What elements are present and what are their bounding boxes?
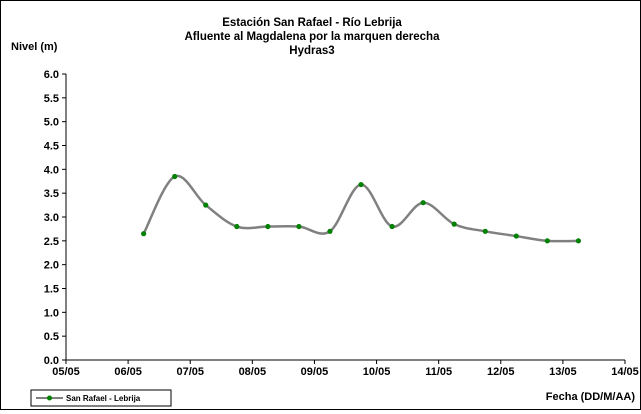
data-point: [544, 238, 550, 244]
x-tick-label: 14/05: [611, 366, 639, 378]
data-point: [327, 228, 333, 234]
x-tick-label: 12/05: [487, 366, 515, 378]
data-point: [203, 202, 209, 208]
data-point: [141, 231, 147, 237]
x-tick-label: 05/05: [52, 366, 80, 378]
chart-title-line-2: Afluente al Magdalena por la marquen der…: [185, 31, 441, 43]
x-axis-label: Fecha (DD/M/AA): [546, 391, 636, 403]
y-tick-label: 4.5: [44, 141, 59, 153]
series-layer: [141, 173, 582, 244]
x-tick-label: 06/05: [114, 366, 142, 378]
y-tick-label: 1.0: [44, 307, 59, 319]
data-point: [482, 228, 488, 234]
x-tick-label: 13/05: [549, 366, 577, 378]
y-tick-label: 3.0: [44, 212, 59, 224]
x-axis-ticks: 05/05 06/05 07/05 08/05 09/05 10/05 11/05 12/05…: [52, 360, 639, 378]
data-point: [172, 173, 178, 180]
legend-marker-swatch: [47, 395, 52, 401]
y-axis-ticks: 0.0 0.5 1.0 1.5 2.0 2.5 3.0 3.5 4.0 4.5 5.0 5.5 6.0: [44, 69, 66, 367]
chart-title-line-3: Hydras3: [289, 45, 334, 57]
chart-title: Estación San Rafael - Río Lebrija Afluen…: [185, 17, 441, 57]
y-tick-label: 2.0: [44, 260, 59, 272]
y-tick-label: 6.0: [44, 69, 59, 81]
x-tick-label: 07/05: [176, 366, 204, 378]
y-tick-label: 3.5: [44, 188, 59, 200]
y-tick-label: 1.5: [44, 284, 59, 296]
data-point: [575, 238, 582, 244]
legend-label: San Rafael - Lebrija: [66, 394, 141, 403]
data-point: [513, 233, 519, 239]
y-axis-label: Nivel (m): [11, 41, 58, 53]
x-tick-label: 09/05: [301, 366, 329, 378]
data-point: [296, 223, 302, 230]
y-tick-label: 0.5: [44, 331, 59, 343]
x-tick-label: 08/05: [239, 366, 267, 378]
y-tick-label: 5.0: [44, 117, 59, 129]
y-tick-label: 2.5: [44, 236, 59, 248]
data-point: [451, 221, 457, 227]
data-point: [358, 181, 364, 188]
y-tick-label: 5.5: [44, 93, 59, 105]
legend-box: [30, 389, 172, 407]
data-point: [234, 223, 240, 230]
data-point: [389, 223, 395, 230]
data-point: [420, 200, 426, 206]
x-tick-label: 10/05: [363, 366, 391, 378]
x-tick-label: 11/05: [425, 366, 452, 378]
legend: San Rafael - Lebrija: [30, 389, 172, 407]
y-tick-label: 4.0: [44, 164, 59, 176]
data-point: [265, 223, 271, 230]
y-tick-label: 0.0: [44, 355, 59, 367]
chart-title-line-1: Estación San Rafael - Río Lebrija: [222, 17, 402, 29]
